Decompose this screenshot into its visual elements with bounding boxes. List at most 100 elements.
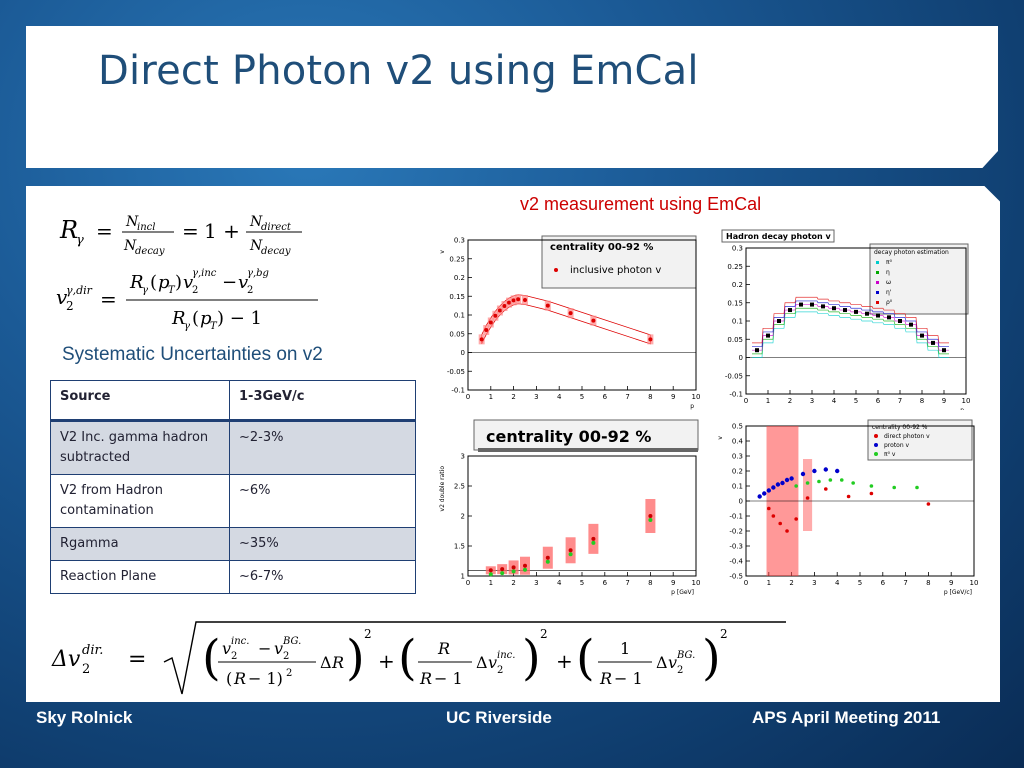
table-row: V2 Inc. gamma hadron subtracted ~2-3%	[50, 420, 416, 475]
svg-text:Δv: Δv	[51, 647, 81, 672]
data-point	[839, 478, 844, 482]
x-tick-label: 4	[832, 397, 837, 405]
data-point	[909, 322, 913, 327]
svg-text:T: T	[210, 321, 218, 332]
svg-text:+: +	[378, 649, 395, 673]
x-tick-label: 4	[835, 579, 840, 587]
data-point	[523, 563, 527, 568]
data-point	[778, 521, 782, 526]
axes-frame	[467, 455, 697, 577]
data-point	[854, 309, 858, 314]
svg-text:−: −	[222, 272, 237, 293]
data-point	[942, 348, 946, 353]
svg-text:direct: direct	[261, 222, 292, 233]
x-tick-label: 9	[942, 397, 946, 405]
svg-text:R: R	[129, 272, 144, 293]
x-tick-label: 2	[788, 397, 792, 405]
svg-text:v: v	[488, 653, 497, 672]
svg-text:p: p	[158, 272, 170, 293]
data-point	[887, 315, 891, 320]
svg-text:(: (	[226, 669, 232, 688]
plot-inclusive-v2: centrality 00-92 % inclusive photon v 0.…	[438, 230, 702, 410]
data-point	[545, 555, 550, 560]
data-point-green	[488, 572, 493, 577]
data-point	[500, 567, 505, 572]
data-point-green	[500, 571, 505, 576]
svg-text:R: R	[331, 653, 344, 672]
svg-text:inc.: inc.	[497, 650, 515, 661]
data-point	[931, 340, 935, 345]
x-axis-label: p [GeV]	[671, 589, 694, 596]
legend-entry: η'	[886, 289, 892, 296]
svg-text:R: R	[437, 639, 450, 658]
svg-text:2: 2	[677, 665, 683, 676]
x-tick-label: 5	[858, 579, 862, 587]
data-point	[507, 300, 512, 305]
legend-entry: π⁰	[886, 259, 893, 266]
data-point	[805, 481, 810, 485]
data-point	[920, 333, 924, 338]
svg-text:R: R	[233, 669, 246, 688]
svg-text:R: R	[171, 308, 186, 329]
legend-entry: direct photon v	[884, 433, 930, 440]
legend-title: centrality 00-92 %	[550, 242, 653, 253]
y-tick-label: 3	[461, 453, 465, 461]
data-point	[800, 471, 806, 477]
svg-text:): )	[175, 272, 182, 293]
svg-text:N: N	[125, 214, 139, 230]
data-point-green	[591, 540, 596, 545]
plot-double-ratio-svg: centrality 00-92 % 32.521.510 1 2 3 4 5 6 7 8 9 10…	[439, 419, 700, 596]
y-tick-label: 0.1	[454, 312, 465, 320]
svg-text:γ,dir: γ,dir	[66, 284, 93, 297]
x-tick-label: 7	[625, 579, 629, 587]
svg-text:BG.: BG.	[676, 650, 695, 661]
data-point	[771, 514, 776, 518]
x-axis-label: p [GeV/c]	[944, 589, 972, 596]
footer-author: Sky Rolnick	[36, 708, 133, 727]
plot-title-box	[721, 229, 835, 243]
svg-text:(: (	[192, 308, 199, 329]
data-point	[898, 319, 902, 323]
footer-meeting: APS April Meeting 2011	[752, 708, 941, 727]
y-tick-label: 0.3	[732, 453, 743, 461]
table-cell: Rgamma	[50, 527, 230, 561]
data-point	[516, 297, 521, 302]
data-point	[869, 484, 874, 488]
y-tick-label: 0.1	[732, 483, 743, 491]
slide-title: Direct Photon v2 using EmCal	[98, 48, 699, 94]
x-tick-label: 2	[511, 393, 515, 401]
svg-text:(: (	[576, 630, 595, 686]
legend-marker	[876, 301, 879, 304]
data-point	[789, 476, 794, 481]
y-tick-label: 2.5	[454, 483, 465, 491]
data-point	[832, 306, 836, 311]
data-point	[805, 496, 810, 500]
svg-text:v: v	[183, 272, 193, 293]
legend-title: decay photon estimation	[874, 249, 949, 256]
data-point	[568, 311, 573, 316]
svg-text:1: 1	[620, 639, 630, 658]
decay-curve	[752, 311, 949, 358]
svg-text:decay: decay	[135, 246, 165, 257]
data-point	[523, 298, 527, 302]
x-tick-label: 10	[970, 579, 978, 587]
svg-text:2: 2	[82, 662, 90, 677]
x-tick-label: 9	[671, 579, 675, 587]
data-point	[488, 568, 493, 573]
svg-text:Δ: Δ	[476, 653, 488, 672]
x-axis-label: p	[960, 407, 964, 410]
svg-text:1 +: 1 +	[204, 219, 240, 243]
svg-text:): )	[702, 630, 721, 686]
data-point	[869, 491, 874, 496]
legend-title: centrality 00-92 %	[486, 427, 651, 446]
svg-text:+: +	[556, 649, 573, 673]
data-point-green	[523, 567, 527, 572]
table-row: Rgamma ~35%	[50, 527, 416, 561]
x-tick-label: 7	[898, 397, 902, 405]
x-tick-label: 10	[692, 393, 701, 401]
legend-marker	[874, 452, 878, 456]
x-tick-label: 7	[903, 579, 907, 587]
x-tick-label: 1	[489, 393, 493, 401]
table-header-source: Source	[50, 380, 230, 421]
data-point	[810, 302, 814, 307]
